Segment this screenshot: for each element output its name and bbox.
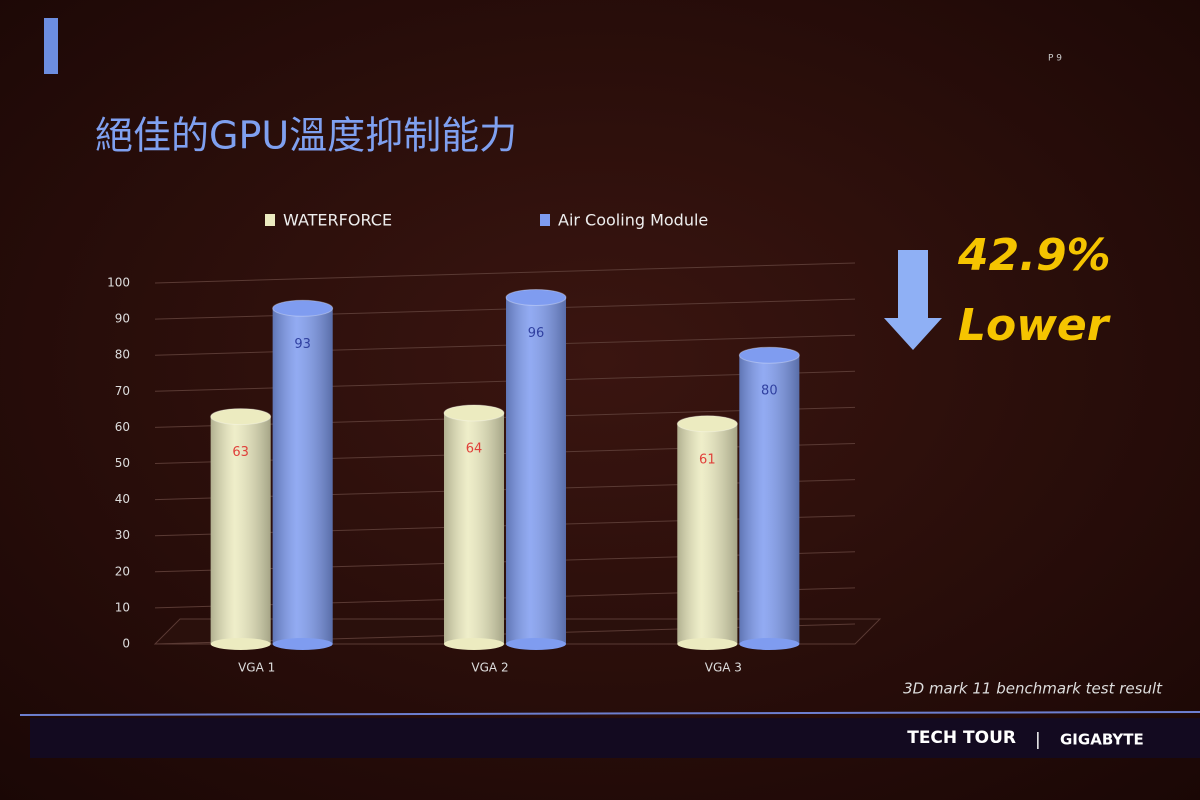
footer-brand: GIGABYTE [1060,731,1144,749]
legend-label: Air Cooling Module [558,211,708,230]
grid-line [154,443,856,464]
grid-line [154,623,856,645]
bar-cap [738,346,800,364]
footer-band [30,718,1200,758]
grid-line [154,587,856,609]
grid-line [154,334,856,356]
grid-line [154,479,856,501]
slide-title: 絕佳的GPU溫度抑制能力 [95,114,517,158]
value-label: 96 [528,326,545,341]
chart: 0 10 20 30 40 50 60 70 80 90 100 WATERFORCE Air Cool… [107,211,882,675]
bar-base [444,638,504,650]
y-tick-label: 30 [115,528,130,542]
grid-line [154,370,856,392]
bar-base [210,638,271,650]
legend-swatch [265,214,275,226]
bar-shade [677,423,738,644]
bar-base [739,638,800,650]
bar-cap [505,288,567,306]
bar-base [506,638,566,650]
value-label: 63 [232,445,249,460]
y-tick-label: 60 [115,420,130,434]
y-tick-label: 80 [115,348,130,362]
value-label: 80 [761,384,778,399]
y-tick-label: 20 [115,564,130,578]
bar-base [272,638,333,650]
value-label: 93 [294,337,311,352]
footnote: 3D mark 11 benchmark test result [903,680,1163,698]
footer-sep: | [1035,730,1041,750]
value-label: 61 [699,452,716,467]
footer-event: TECH TOUR [907,728,1016,748]
down-arrow [884,250,942,350]
bar-cap [443,404,505,422]
x-tick-label: VGA 2 [471,661,508,675]
bar-shade [739,355,800,644]
callout-percent: 42.9% [957,230,1111,281]
y-tick-label: 50 [115,456,130,470]
legend-swatch [540,214,550,226]
y-tick-label: 10 [115,600,130,614]
bar-cap [676,415,738,433]
bar-cap [210,408,272,426]
y-tick-label: 70 [115,384,130,398]
grid-line [154,406,856,428]
x-tick-label: VGA 3 [705,661,742,675]
bar-cap [272,299,334,317]
grid-line [154,262,856,284]
bar-base [677,638,738,650]
grid-line [154,298,856,320]
grid-line [154,515,856,537]
grid-line [154,551,856,573]
y-tick-label: 90 [115,312,130,326]
bar-shade [272,308,333,644]
bar-shade [444,412,504,644]
y-tick-label: 0 [122,637,130,651]
y-tick-label: 100 [107,276,130,290]
footer-line [19,711,1200,716]
x-tick-label: VGA 1 [238,661,275,675]
value-label: 64 [466,441,483,456]
callout-text: Lower [958,300,1111,351]
y-tick-label: 40 [115,492,130,506]
bar-shade [506,297,566,644]
bar-shade [210,416,271,644]
accent-bar [44,18,58,74]
legend-label: WATERFORCE [283,211,392,230]
page-number: P 9 [1048,54,1062,64]
